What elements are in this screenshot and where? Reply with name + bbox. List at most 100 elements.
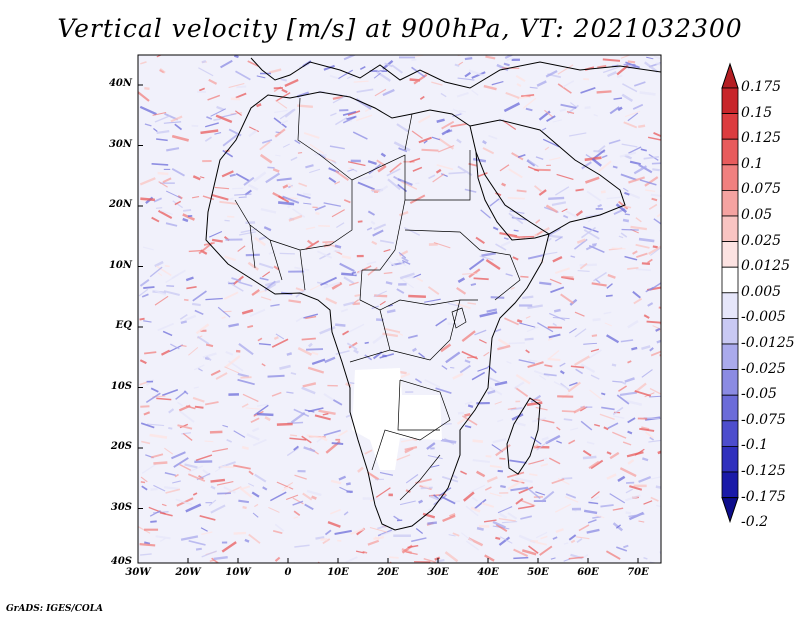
velocity-streak xyxy=(235,172,250,182)
velocity-streak xyxy=(471,496,478,502)
velocity-streak xyxy=(593,113,598,117)
colorbar-bin xyxy=(721,420,739,447)
velocity-streak xyxy=(602,58,621,62)
lat-label: 30S xyxy=(110,501,132,513)
velocity-streak xyxy=(293,510,301,517)
velocity-streak xyxy=(140,405,150,408)
velocity-streak xyxy=(429,495,440,501)
velocity-streak xyxy=(194,309,204,316)
velocity-streak xyxy=(592,243,598,246)
velocity-streak xyxy=(311,495,317,500)
velocity-streak xyxy=(634,448,645,456)
colorbar-bin xyxy=(721,87,739,115)
velocity-streak xyxy=(424,298,441,303)
velocity-streak xyxy=(159,511,173,517)
velocity-streak xyxy=(556,440,562,444)
velocity-streak xyxy=(323,202,341,207)
velocity-streak xyxy=(379,300,386,306)
velocity-streak xyxy=(441,173,448,178)
velocity-streak xyxy=(220,59,233,69)
velocity-streak xyxy=(139,317,145,321)
velocity-streak xyxy=(432,173,445,183)
velocity-streak xyxy=(530,394,542,403)
velocity-streak xyxy=(341,255,352,260)
velocity-streak xyxy=(440,438,457,444)
velocity-streak xyxy=(174,473,179,478)
velocity-streak xyxy=(509,459,527,464)
velocity-streak xyxy=(306,489,322,497)
velocity-streak xyxy=(621,228,639,231)
velocity-streak xyxy=(639,91,656,96)
velocity-streak xyxy=(180,320,188,324)
velocity-streak xyxy=(606,196,625,200)
velocity-streak xyxy=(193,364,205,371)
velocity-streak xyxy=(162,177,172,184)
velocity-streak xyxy=(188,347,199,356)
velocity-streak xyxy=(142,246,154,251)
velocity-streak xyxy=(607,422,619,429)
velocity-streak xyxy=(274,556,281,562)
velocity-streak xyxy=(192,396,205,403)
velocity-streak xyxy=(330,509,341,515)
velocity-streak xyxy=(633,165,648,175)
velocity-streak xyxy=(574,328,587,338)
velocity-streak xyxy=(262,139,273,144)
velocity-streak xyxy=(527,304,543,310)
velocity-streak xyxy=(552,255,563,263)
velocity-streak xyxy=(210,504,226,514)
velocity-streak xyxy=(588,460,600,469)
velocity-streak xyxy=(244,538,250,543)
velocity-streak xyxy=(140,422,155,429)
velocity-streak xyxy=(204,401,219,406)
velocity-streak xyxy=(498,536,511,546)
velocity-streak xyxy=(646,320,661,324)
velocity-streak xyxy=(236,85,247,89)
velocity-streak xyxy=(522,295,534,300)
lon-label: 10W xyxy=(225,567,251,578)
velocity-streak xyxy=(647,258,653,264)
velocity-streak xyxy=(202,195,215,201)
velocity-streak xyxy=(276,481,294,490)
velocity-streak xyxy=(431,81,443,86)
velocity-streak xyxy=(340,308,348,313)
velocity-streak xyxy=(464,71,472,78)
velocity-streak xyxy=(311,358,326,365)
velocity-streak xyxy=(612,165,618,169)
velocity-streak xyxy=(459,110,466,113)
velocity-streak xyxy=(399,272,415,280)
velocity-streak xyxy=(507,471,525,479)
velocity-streak xyxy=(315,536,325,540)
velocity-streak xyxy=(393,141,411,152)
velocity-streak xyxy=(201,59,207,64)
velocity-streak xyxy=(656,212,661,218)
velocity-streak xyxy=(434,556,441,561)
velocity-streak xyxy=(565,210,577,218)
velocity-streak xyxy=(241,445,249,450)
velocity-streak xyxy=(507,196,525,200)
madagascar-coastline xyxy=(506,397,541,475)
velocity-streak xyxy=(170,343,180,350)
velocity-streak xyxy=(562,275,574,279)
velocity-streak xyxy=(585,243,597,251)
velocity-streak xyxy=(483,351,490,357)
velocity-streak xyxy=(311,351,319,356)
velocity-streak xyxy=(612,380,623,383)
velocity-streak xyxy=(188,465,204,473)
velocity-streak xyxy=(409,194,426,204)
velocity-streak xyxy=(305,226,316,230)
velocity-streak xyxy=(357,181,375,191)
velocity-streak xyxy=(228,282,235,285)
lat-label: 40N xyxy=(108,78,132,89)
velocity-streak xyxy=(317,250,333,259)
velocity-streak xyxy=(248,533,261,544)
velocity-streak xyxy=(286,447,299,457)
velocity-streak xyxy=(309,168,321,174)
velocity-streak xyxy=(589,389,602,400)
velocity-streak xyxy=(515,374,531,385)
velocity-streak xyxy=(426,442,436,450)
velocity-streak xyxy=(640,148,647,152)
velocity-streak xyxy=(192,302,201,307)
velocity-streak xyxy=(454,63,460,67)
velocity-streak xyxy=(270,303,280,307)
velocity-streak xyxy=(489,377,501,384)
